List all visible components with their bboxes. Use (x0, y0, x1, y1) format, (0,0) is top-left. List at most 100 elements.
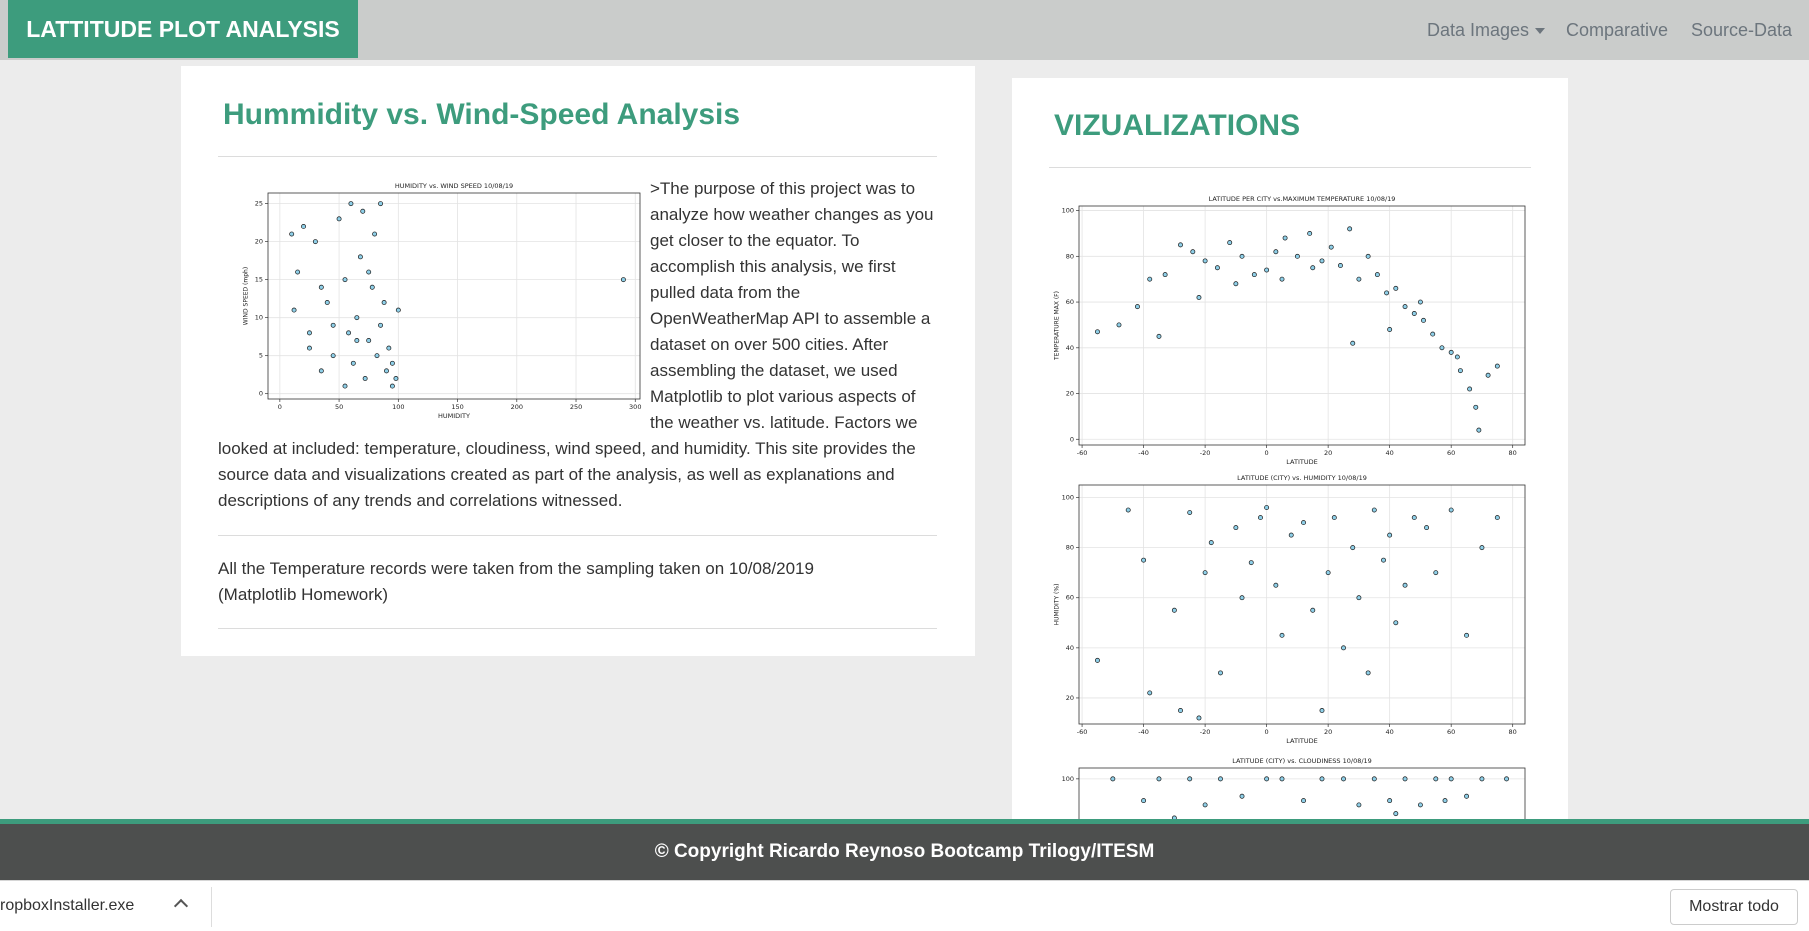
point (1448, 776, 1454, 782)
point (1464, 632, 1470, 638)
axes-frame (267, 192, 641, 400)
point (1464, 793, 1470, 799)
article-body: HUMIDITY vs. WIND SPEED 10/08/19 0 50 100 15… (218, 176, 937, 514)
point (1485, 372, 1491, 378)
y-tick-label: 80 (1066, 544, 1074, 552)
nav-link[interactable]: Comparative (1566, 20, 1669, 40)
download-bar: ropboxInstaller.exe Mostrar todo (0, 880, 1809, 931)
point (1178, 708, 1183, 713)
point (346, 330, 352, 336)
point (1424, 525, 1430, 531)
x-tick-label: 300 (629, 403, 641, 411)
point (1310, 607, 1316, 613)
point (1365, 670, 1371, 676)
chart: HUMIDITY vs. WIND SPEED 10/08/190 50 100 15… (243, 182, 642, 420)
y-tick-label: 60 (1066, 594, 1074, 602)
point (1307, 230, 1313, 236)
navbar: LATTITUDE PLOT ANALYSIS Data Images Comp… (0, 0, 1809, 60)
point (372, 231, 378, 237)
nav-link[interactable]: Source-Data (1691, 20, 1793, 40)
point (1433, 776, 1439, 782)
point (1202, 570, 1208, 576)
point (1356, 595, 1362, 601)
point (1110, 776, 1116, 782)
point (1371, 507, 1377, 513)
point (1387, 327, 1393, 332)
point (1294, 253, 1300, 259)
x-tick-label: 80 (1509, 449, 1517, 457)
point (1282, 235, 1288, 241)
point (1350, 545, 1356, 551)
y-tick-label: 100 (1062, 775, 1074, 783)
point (1202, 258, 1208, 264)
divider (1049, 167, 1531, 168)
x-tick-label: 250 (570, 403, 582, 411)
point (369, 284, 375, 290)
point (1288, 532, 1294, 538)
point (1239, 253, 1245, 259)
point (1341, 776, 1346, 782)
x-tick-label: 200 (511, 403, 523, 411)
point (330, 353, 336, 359)
axes-frame (1078, 205, 1526, 446)
point (1202, 802, 1208, 808)
point (1178, 242, 1183, 248)
point (1187, 510, 1193, 516)
nav-link-text: Data Images (1427, 20, 1530, 40)
point (1430, 331, 1436, 337)
point (1387, 532, 1393, 538)
point (348, 201, 354, 207)
point (1264, 776, 1270, 782)
y-tick-label: 60 (1066, 298, 1074, 306)
point (1095, 329, 1100, 335)
divider (218, 156, 937, 157)
point (1454, 354, 1460, 360)
point (393, 376, 399, 381)
y-axis-label: TEMPERATURE MAX (F) (1054, 291, 1061, 361)
point (312, 239, 318, 245)
download-file[interactable]: ropboxInstaller.exe (0, 897, 135, 914)
point (336, 216, 342, 222)
point (1116, 322, 1122, 328)
point (360, 208, 366, 214)
chart-title: HUMIDITY vs. WIND SPEED 10/08/19 (395, 182, 513, 190)
point (1264, 267, 1270, 273)
point (1218, 776, 1223, 782)
point (1279, 776, 1285, 782)
y-tick-label: 20 (1066, 694, 1074, 702)
point (1411, 515, 1417, 521)
point (1190, 249, 1196, 255)
point (1156, 776, 1162, 782)
point (381, 300, 387, 305)
chart-title: LATITUDE PER CITY vs.MAXIMUM TEMPERATURE… (1209, 195, 1396, 203)
point (1147, 276, 1153, 282)
x-tick-label: 0 (278, 403, 282, 411)
brand[interactable]: LATTITUDE PLOT ANALYSIS (8, 0, 358, 58)
chart: LATITUDE (CITY) vs. HUMIDITY 10/08/19 -60… (1054, 474, 1526, 745)
point (354, 315, 360, 321)
x-tick-label: 0 (1265, 728, 1269, 736)
separator (211, 887, 212, 927)
point (1421, 317, 1426, 323)
point (1227, 240, 1233, 246)
point (1301, 520, 1306, 526)
point (1134, 304, 1140, 310)
show-all-button[interactable]: Mostrar todo (1670, 889, 1798, 925)
point (1341, 645, 1346, 651)
point (1504, 776, 1509, 782)
point (1479, 545, 1485, 551)
x-tick-label: 40 (1386, 728, 1394, 736)
point (1319, 776, 1325, 782)
point (1171, 607, 1177, 613)
chevron[interactable] (173, 898, 189, 914)
point (1196, 715, 1202, 721)
point (357, 254, 363, 260)
point (1494, 515, 1500, 521)
point (389, 360, 395, 366)
x-tick-label: 60 (1447, 449, 1455, 457)
nav-link[interactable]: Data Images (1427, 0, 1546, 60)
point (318, 368, 324, 374)
y-tick-label: 80 (1066, 252, 1074, 260)
point (1387, 798, 1393, 804)
